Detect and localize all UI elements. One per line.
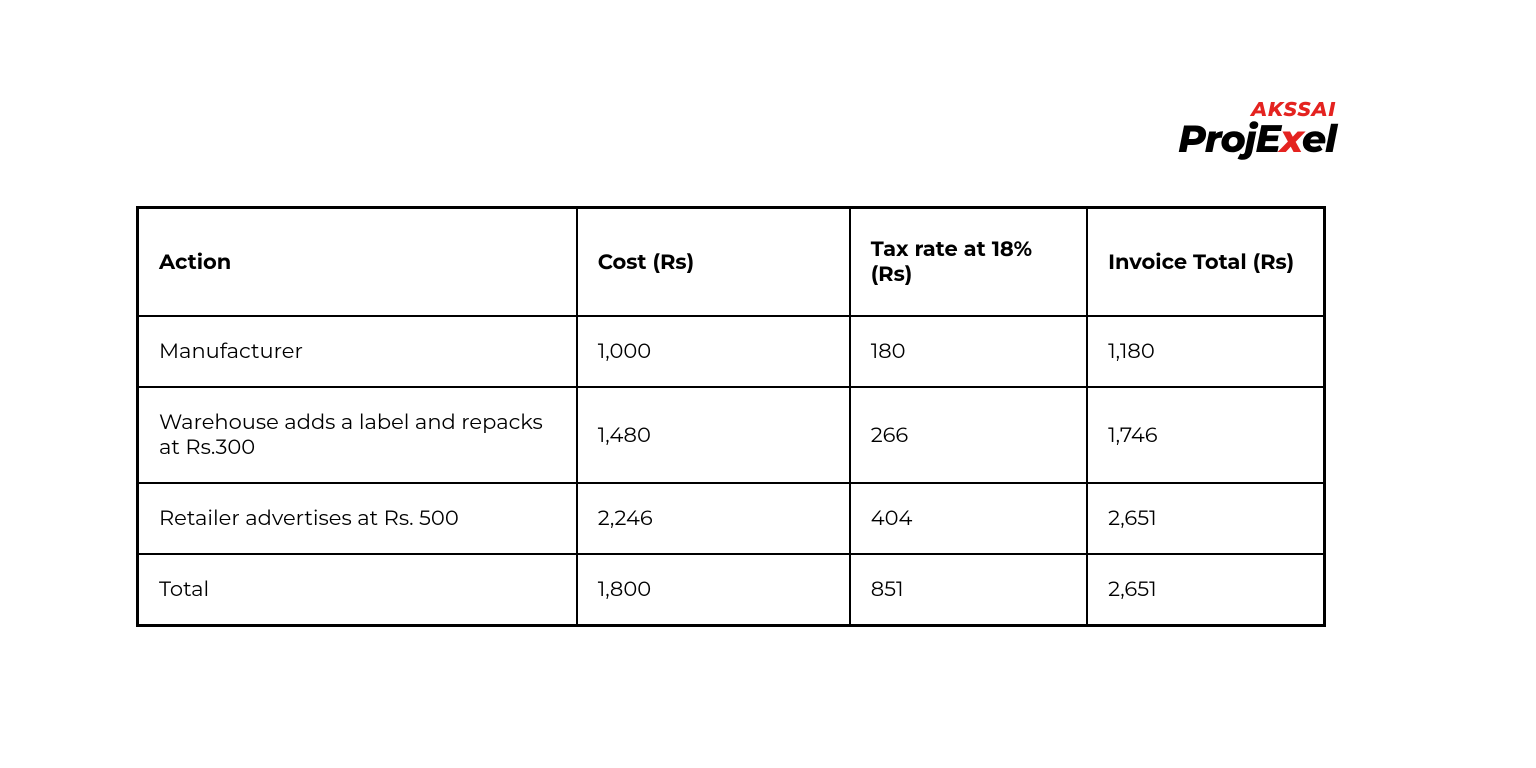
cell-action: Manufacturer xyxy=(138,316,577,387)
logo-bottom-text: ProjExel xyxy=(1178,120,1336,158)
tax-table-container: Action Cost (Rs) Tax rate at 18% (Rs) In… xyxy=(136,206,1326,627)
cell-cost: 1,480 xyxy=(577,387,850,483)
cell-action: Retailer advertises at Rs. 500 xyxy=(138,483,577,554)
cell-tax: 266 xyxy=(850,387,1087,483)
col-cost: Cost (Rs) xyxy=(577,208,850,317)
brand-logo: AKSSAI ProjExel xyxy=(1178,100,1336,158)
cell-tax: 851 xyxy=(850,554,1087,626)
cell-invoice: 2,651 xyxy=(1087,554,1324,626)
col-tax: Tax rate at 18% (Rs) xyxy=(850,208,1087,317)
table-row: Warehouse adds a label and repacks at Rs… xyxy=(138,387,1325,483)
cell-cost: 1,800 xyxy=(577,554,850,626)
cell-invoice: 1,180 xyxy=(1087,316,1324,387)
cell-cost: 2,246 xyxy=(577,483,850,554)
cell-action: Warehouse adds a label and repacks at Rs… xyxy=(138,387,577,483)
tax-table: Action Cost (Rs) Tax rate at 18% (Rs) In… xyxy=(136,206,1326,627)
table-row: Manufacturer 1,000 180 1,180 xyxy=(138,316,1325,387)
table-row: Retailer advertises at Rs. 500 2,246 404… xyxy=(138,483,1325,554)
col-action: Action xyxy=(138,208,577,317)
table-row-total: Total 1,800 851 2,651 xyxy=(138,554,1325,626)
cell-action: Total xyxy=(138,554,577,626)
cell-invoice: 1,746 xyxy=(1087,387,1324,483)
cell-tax: 404 xyxy=(850,483,1087,554)
cell-cost: 1,000 xyxy=(577,316,850,387)
cell-tax: 180 xyxy=(850,316,1087,387)
table-header-row: Action Cost (Rs) Tax rate at 18% (Rs) In… xyxy=(138,208,1325,317)
col-invoice: Invoice Total (Rs) xyxy=(1087,208,1324,317)
cell-invoice: 2,651 xyxy=(1087,483,1324,554)
